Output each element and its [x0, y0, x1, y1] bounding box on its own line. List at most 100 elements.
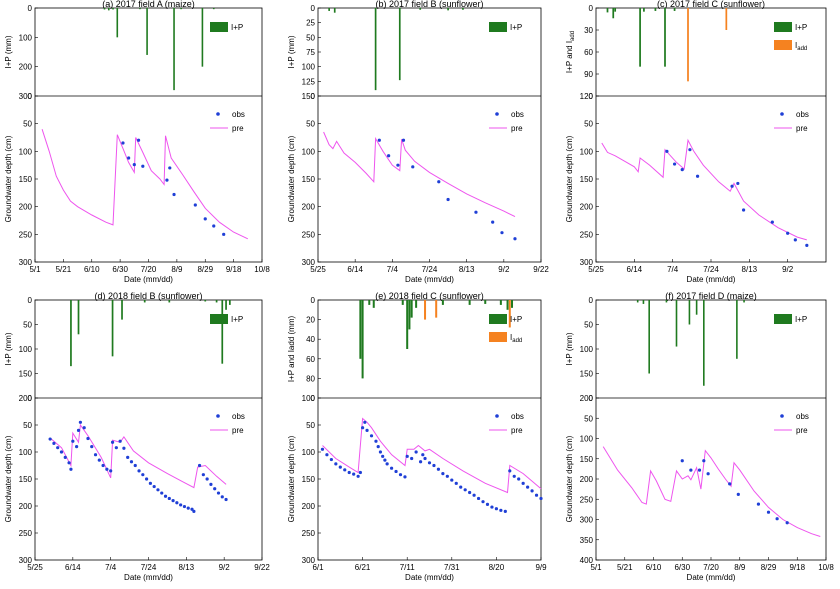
ip-bar — [410, 300, 413, 318]
ip-bar — [468, 300, 471, 305]
obs-point — [167, 496, 171, 501]
obs-point — [220, 495, 224, 499]
obs-point — [403, 475, 407, 479]
bottom-ytick-label: 100 — [19, 448, 33, 457]
plot-frame — [317, 299, 542, 561]
iadd-bar — [508, 300, 511, 328]
obs-point — [680, 459, 684, 463]
bottom-ylabel: Groundwater depth (cm) — [287, 435, 296, 522]
obs-point — [446, 197, 450, 202]
ip-bar — [372, 300, 375, 308]
obs-point — [105, 467, 109, 471]
top-legend-label: Iadd — [510, 333, 522, 344]
ip-legend-swatch — [489, 314, 507, 324]
obs-point — [325, 453, 329, 457]
obs-legend-marker — [780, 112, 784, 116]
bottom-legend-label: pre — [796, 124, 808, 133]
obs-point — [385, 462, 389, 466]
obs-point — [114, 446, 118, 450]
obs-point — [179, 503, 183, 507]
obs-point — [411, 165, 415, 169]
ip-bar — [665, 300, 668, 303]
ip-bar — [225, 300, 227, 310]
top-ytick-label: 100 — [302, 394, 316, 403]
top-ytick-label: 200 — [19, 63, 33, 72]
bottom-ytick-label: 100 — [302, 147, 316, 156]
bottom-ytick-label: 200 — [580, 203, 594, 212]
ip-bar — [361, 300, 364, 379]
pre-line — [323, 131, 516, 218]
obs-point — [539, 496, 543, 501]
bottom-ytick-label: 200 — [580, 475, 594, 484]
ip-bar — [201, 8, 204, 67]
top-ytick-label: 50 — [306, 33, 315, 42]
obs-point — [148, 481, 152, 485]
xtick-label: 5/1 — [590, 563, 602, 572]
bottom-ytick-label: 100 — [580, 435, 594, 444]
obs-point — [136, 138, 141, 142]
ip-bar — [408, 300, 411, 330]
bottom-ytick-label: 200 — [19, 502, 33, 511]
xtick-label: 9/18 — [226, 265, 242, 274]
bottom-ytick-label: 150 — [580, 175, 594, 184]
obs-point — [756, 502, 761, 506]
obs-point — [90, 445, 94, 449]
bottom-ylabel: Groundwater depth (cm) — [565, 435, 574, 522]
bottom-ytick-label: 250 — [302, 230, 316, 239]
obs-point — [93, 453, 98, 457]
obs-point — [132, 163, 136, 167]
obs-point — [212, 224, 216, 228]
xtick-label: 5/1 — [29, 265, 41, 274]
obs-point — [137, 469, 141, 473]
ip-bar — [639, 8, 641, 67]
chart-title: (a) 2017 field A (maize) — [102, 0, 195, 9]
obs-point — [410, 456, 414, 461]
obs-point — [76, 428, 81, 432]
obs-point — [530, 489, 534, 493]
obs-point — [521, 481, 525, 485]
xtick-label: 8/29 — [197, 265, 213, 274]
chart-title: (b) 2017 field B (sunflower) — [375, 0, 483, 9]
ip-bar — [606, 8, 609, 13]
obs-point — [71, 439, 75, 443]
xtick-label: 6/21 — [355, 563, 371, 572]
obs-point — [165, 178, 169, 182]
bottom-ytick-label: 50 — [584, 120, 593, 129]
iadd-bar — [687, 8, 689, 82]
bottom-ytick-label: 200 — [19, 203, 33, 212]
bottom-ylabel: Groundwater depth (cm) — [565, 135, 574, 222]
xtick-label: 6/30 — [674, 563, 690, 572]
ip-bar — [484, 300, 487, 304]
obs-point — [436, 467, 441, 471]
xtick-label: 7/11 — [400, 563, 416, 572]
xlabel: Date (mm/dd) — [124, 573, 173, 582]
obs-legend-marker — [780, 414, 784, 418]
xtick-label: 8/9 — [171, 265, 183, 274]
obs-point — [736, 181, 740, 186]
iadd-legend-swatch — [489, 332, 507, 342]
obs-point — [706, 472, 710, 476]
top-ytick-label: 200 — [580, 394, 594, 403]
bottom-legend-label: pre — [796, 426, 808, 435]
obs-point — [193, 203, 197, 207]
xtick-label: 6/14 — [627, 265, 643, 274]
xtick-label: 8/20 — [489, 563, 505, 572]
bottom-ytick-label: 400 — [580, 556, 594, 565]
ip-bar — [180, 8, 182, 10]
top-legend-label: I+P — [795, 315, 807, 324]
obs-point — [499, 508, 503, 512]
bottom-ytick-label: 150 — [580, 455, 594, 464]
obs-point — [513, 237, 517, 241]
obs-point — [512, 474, 516, 478]
iadd-legend-swatch — [774, 40, 792, 50]
ip-bar — [103, 8, 106, 10]
xtick-label: 9/22 — [254, 563, 270, 572]
obs-point — [172, 192, 176, 197]
obs-point — [387, 154, 391, 158]
obs-point — [110, 440, 115, 444]
ip-bar — [642, 300, 645, 304]
chart-title: (c) 2017 field C (sunflower) — [657, 0, 765, 9]
chart-f: (f) 2017 field D (maize) 0 50 100 150 200 I+P … — [565, 291, 834, 582]
ip-bar — [499, 300, 502, 305]
